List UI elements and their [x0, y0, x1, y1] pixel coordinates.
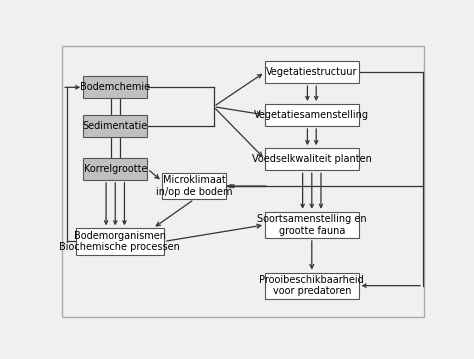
FancyBboxPatch shape [265, 61, 359, 83]
FancyBboxPatch shape [83, 76, 147, 98]
FancyBboxPatch shape [265, 104, 359, 126]
Text: Sedimentatie: Sedimentatie [82, 121, 148, 131]
FancyBboxPatch shape [162, 173, 227, 199]
Text: Bodemorganismen
Biochemische processen: Bodemorganismen Biochemische processen [59, 230, 180, 252]
FancyBboxPatch shape [76, 228, 164, 255]
Text: Microklimaat
in/op de bodem: Microklimaat in/op de bodem [156, 175, 233, 197]
Text: Vegetatiesamenstelling: Vegetatiesamenstelling [255, 110, 369, 120]
Text: Vegetatiestructuur: Vegetatiestructuur [266, 67, 357, 77]
FancyBboxPatch shape [83, 115, 147, 137]
Text: Prooibeschikbaarheid
voor predatoren: Prooibeschikbaarheid voor predatoren [259, 275, 364, 297]
Text: Korrelgrootte: Korrelgrootte [83, 164, 147, 174]
FancyBboxPatch shape [83, 158, 147, 180]
Text: Voedselkwaliteit planten: Voedselkwaliteit planten [252, 154, 372, 164]
FancyBboxPatch shape [265, 212, 359, 238]
FancyBboxPatch shape [265, 148, 359, 170]
Text: Soortsamenstelling en
grootte fauna: Soortsamenstelling en grootte fauna [257, 214, 366, 236]
FancyBboxPatch shape [265, 272, 359, 299]
Text: Bodemchemie: Bodemchemie [80, 82, 150, 92]
